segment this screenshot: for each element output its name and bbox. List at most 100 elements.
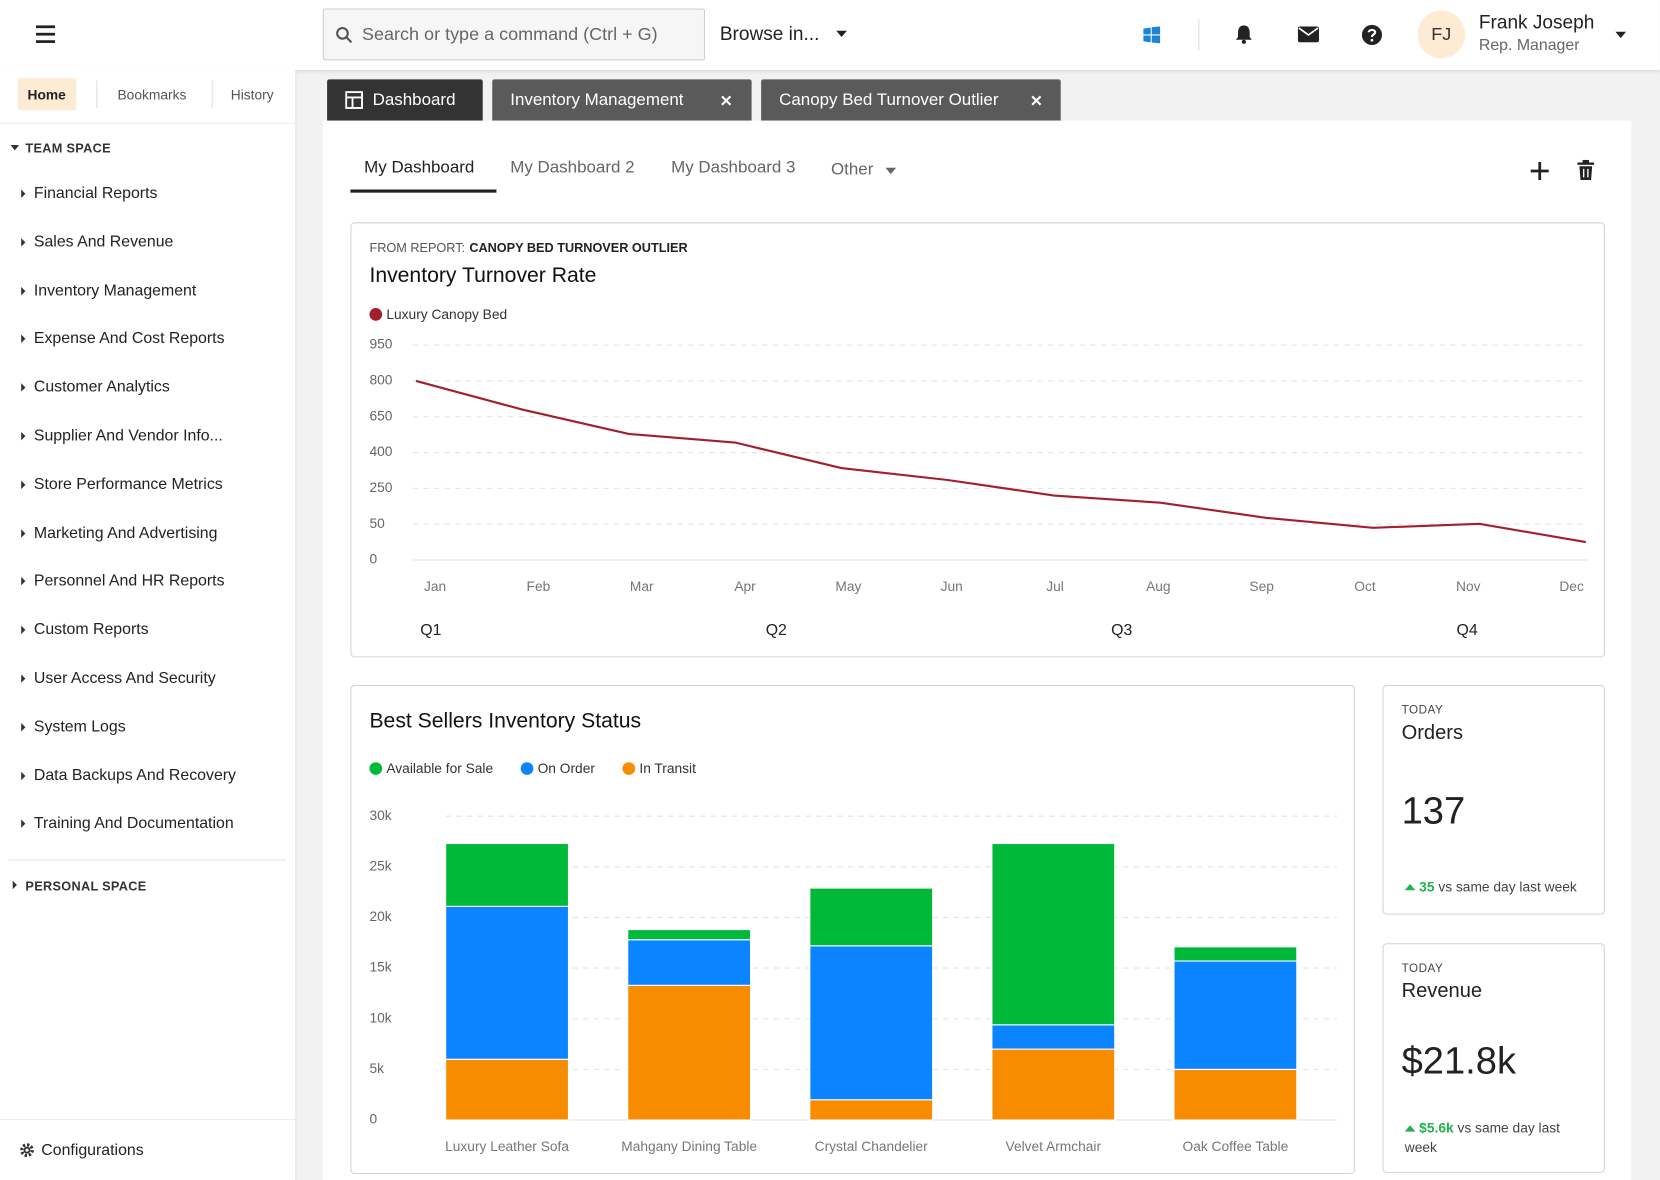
bar-segment xyxy=(991,1024,1116,1050)
bar-segment xyxy=(445,1058,569,1121)
bar-segment xyxy=(809,887,934,947)
search-box[interactable]: Search or type a command (Ctrl + G) xyxy=(322,8,706,61)
y-tick-label: 0 xyxy=(369,552,377,567)
sidebar-item[interactable]: User Access And Security xyxy=(33,669,216,688)
mail-icon[interactable] xyxy=(1297,26,1320,43)
legend-swatch xyxy=(369,762,383,775)
x-tick-label: Jul xyxy=(1046,579,1064,594)
kpi-delta-value: $5.6k xyxy=(1419,1119,1454,1136)
x-tick-label: Jan xyxy=(424,579,446,594)
section-title[interactable]: PERSONAL SPACE xyxy=(25,878,147,894)
configurations[interactable]: Configurations xyxy=(41,1141,144,1160)
kpi-title: Orders xyxy=(1401,721,1464,745)
bar-chart: Best Sellers Inventory Status 0 5k 10k 15k 2… xyxy=(369,710,1338,1154)
x-tick-label: Crystal Chandelier xyxy=(815,1139,929,1154)
expand-caret xyxy=(21,771,26,780)
avatar[interactable]: FJ xyxy=(1417,10,1466,59)
section-title[interactable]: TEAM SPACE xyxy=(25,140,111,156)
sidebar-item[interactable]: Inventory Management xyxy=(33,281,197,300)
kpi-period: TODAY xyxy=(1401,962,1444,975)
bar-segment xyxy=(1173,960,1298,1070)
sidebar-item[interactable]: Expense And Cost Reports xyxy=(33,329,225,348)
tab[interactable]: Canopy Bed Turnover Outlier xyxy=(761,79,1061,121)
sidebar-item[interactable]: Supplier And Vendor Info... xyxy=(33,426,223,445)
source-report: CANOPY BED TURNOVER OUTLIER xyxy=(469,241,687,255)
bar-segment xyxy=(1173,946,1298,962)
dashboard-tab[interactable]: My Dashboard xyxy=(364,158,475,177)
x-group-label: Q2 xyxy=(766,622,787,639)
menu-icon[interactable] xyxy=(35,23,56,44)
legend-swatch xyxy=(520,762,534,775)
sidebar-tab[interactable]: Bookmarks xyxy=(117,86,187,103)
y-tick-label: 15k xyxy=(369,960,391,975)
expand-caret xyxy=(21,722,26,732)
expand-caret xyxy=(21,237,26,247)
sidebar-tab[interactable]: History xyxy=(230,86,274,103)
bar-segment xyxy=(445,842,569,907)
expand-caret xyxy=(21,819,26,829)
kpi-period: TODAY xyxy=(1401,703,1444,717)
header: Search or type a command (Ctrl + G) Brow… xyxy=(0,0,1660,70)
kpi-delta: 35 vs same day last week xyxy=(1404,878,1585,897)
expand-caret xyxy=(21,528,26,538)
help-icon[interactable] xyxy=(1361,24,1383,45)
sidebar-item[interactable]: Data Backups And Recovery xyxy=(33,765,237,784)
sidebar-item[interactable]: Financial Reports xyxy=(33,184,158,203)
expand-caret xyxy=(21,431,26,441)
search-icon xyxy=(336,26,353,44)
bar-segment xyxy=(809,1099,934,1121)
legend-label: Available for Sale xyxy=(386,761,493,776)
x-tick-label: May xyxy=(835,579,861,594)
kpi-card: TODAY Orders 137 35 vs same day last wee… xyxy=(1382,684,1605,915)
tab[interactable]: Dashboard xyxy=(327,79,483,121)
sidebar-item[interactable]: Customer Analytics xyxy=(33,378,170,397)
x-tick-label: Aug xyxy=(1146,579,1170,594)
sidebar-item[interactable]: Store Performance Metrics xyxy=(33,475,223,494)
sidebar-item[interactable]: Marketing And Advertising xyxy=(33,523,218,542)
y-tick-label: 650 xyxy=(369,408,392,423)
user-menu-caret[interactable] xyxy=(1614,31,1627,39)
bell-icon[interactable] xyxy=(1234,24,1253,44)
expand-caret xyxy=(21,674,26,683)
close-icon[interactable] xyxy=(1031,95,1042,106)
close-icon[interactable] xyxy=(721,95,732,106)
sidebar-tab[interactable]: Home xyxy=(27,86,66,103)
kpi-title: Revenue xyxy=(1401,980,1483,1003)
y-tick-label: 10k xyxy=(369,1010,391,1025)
divider xyxy=(0,122,296,124)
tab[interactable]: Inventory Management xyxy=(492,79,752,121)
x-group-label: Q3 xyxy=(1111,622,1132,639)
x-tick-label: Nov xyxy=(1456,579,1481,594)
dashboard-tab[interactable]: My Dashboard 3 xyxy=(671,158,796,177)
sidebar-item[interactable]: Training And Documentation xyxy=(33,814,234,833)
chart-card: FROM REPORT: CANOPY BED TURNOVER OUTLIER… xyxy=(350,222,1605,658)
x-tick-label: Oak Coffee Table xyxy=(1183,1139,1289,1154)
dashboard-tab[interactable]: Other xyxy=(831,160,874,179)
y-tick-label: 50 xyxy=(369,516,385,531)
kpi-delta-text: vs same day last week xyxy=(1438,878,1577,895)
divider xyxy=(1198,19,1200,51)
expand-caret xyxy=(21,625,26,635)
divider xyxy=(211,80,213,108)
x-tick-label: Mahgany Dining Table xyxy=(621,1139,757,1154)
dashboard-tab[interactable]: My Dashboard 2 xyxy=(510,158,635,177)
add-icon[interactable] xyxy=(1530,161,1550,181)
y-tick-label: 800 xyxy=(369,373,392,388)
sidebar-item[interactable]: Personnel And HR Reports xyxy=(33,572,225,591)
chart-title: Best Sellers Inventory Status xyxy=(369,710,641,733)
legend-label: Luxury Canopy Bed xyxy=(386,307,507,322)
sidebar-item[interactable]: Custom Reports xyxy=(33,620,149,639)
sidebar-item[interactable]: System Logs xyxy=(33,717,126,736)
x-tick-label: Feb xyxy=(527,579,551,594)
gear-icon xyxy=(20,1143,34,1158)
x-tick-label: Velvet Armchair xyxy=(1006,1139,1102,1154)
line-chart: FROM REPORT: CANOPY BED TURNOVER OUTLIER… xyxy=(369,241,1588,639)
y-tick-label: 30k xyxy=(369,808,391,823)
windows-icon[interactable] xyxy=(1143,26,1161,44)
delete-icon[interactable] xyxy=(1577,159,1595,180)
expand-caret xyxy=(21,577,26,586)
sidebar-item[interactable]: Sales And Revenue xyxy=(33,232,174,251)
browse-button[interactable]: Browse in... xyxy=(719,23,820,45)
tab-label: Dashboard xyxy=(372,90,456,109)
